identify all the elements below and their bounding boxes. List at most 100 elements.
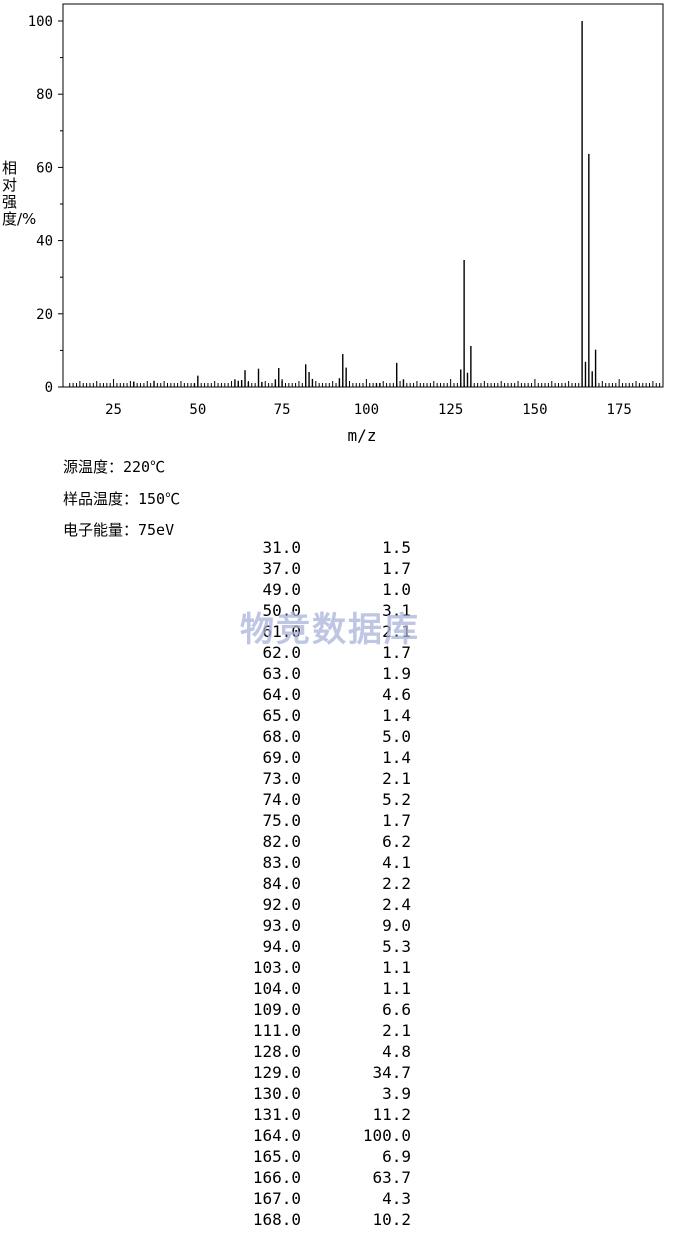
peak-mz: 168.0 xyxy=(252,1210,301,1229)
x-tick-label: 100 xyxy=(354,402,379,418)
peak-abundance: 4.6 xyxy=(382,685,411,704)
peak-mz: 166.0 xyxy=(252,1168,301,1187)
peak-mz: 103.0 xyxy=(252,958,301,977)
peak-abundance: 1.7 xyxy=(382,811,411,830)
peak-mz: 109.0 xyxy=(252,1000,301,1019)
peak-table: 31.0 1.5 37.0 1.7 49.0 1.0 50.0 3.1 61.0 2.1 62.0 1… xyxy=(230,537,411,1230)
table-row: 74.0 5.2 xyxy=(230,789,411,810)
peak-mz: 104.0 xyxy=(252,979,301,998)
table-row: 93.0 9.0 xyxy=(230,915,411,936)
peak-mz: 111.0 xyxy=(252,1021,301,1040)
peak-mz: 62.0 xyxy=(262,643,301,662)
table-row: 111.0 2.1 xyxy=(230,1020,411,1041)
peak-abundance: 3.1 xyxy=(382,601,411,620)
table-row: 109.0 6.6 xyxy=(230,999,411,1020)
x-tick-label: 75 xyxy=(274,402,291,418)
peak-abundance: 11.2 xyxy=(372,1105,411,1124)
table-row: 165.0 6.9 xyxy=(230,1146,411,1167)
y-axis-label: 相对强度/% xyxy=(2,159,37,228)
peak-abundance: 4.8 xyxy=(382,1042,411,1061)
peak-mz: 74.0 xyxy=(262,790,301,809)
table-row: 73.0 2.1 xyxy=(230,768,411,789)
peak-abundance: 1.7 xyxy=(382,559,411,578)
peak-mz: 63.0 xyxy=(262,664,301,683)
table-row: 50.0 3.1 xyxy=(230,600,411,621)
table-row: 84.0 2.2 xyxy=(230,873,411,894)
peak-abundance: 4.1 xyxy=(382,853,411,872)
peak-mz: 75.0 xyxy=(262,811,301,830)
peak-mz: 93.0 xyxy=(262,916,301,935)
table-row: 61.0 2.1 xyxy=(230,621,411,642)
peak-abundance: 34.7 xyxy=(372,1063,411,1082)
y-tick-label: 60 xyxy=(36,160,53,176)
y-tick-label: 40 xyxy=(36,234,53,250)
table-row: 130.0 3.9 xyxy=(230,1083,411,1104)
y-axis-ticks: 0 20 40 60 80 100 xyxy=(28,14,63,396)
table-row: 83.0 4.1 xyxy=(230,852,411,873)
peak-mz: 94.0 xyxy=(262,937,301,956)
table-row: 62.0 1.7 xyxy=(230,642,411,663)
peak-abundance: 2.1 xyxy=(382,622,411,641)
peak-mz: 69.0 xyxy=(262,748,301,767)
peak-mz: 129.0 xyxy=(252,1063,301,1082)
x-tick-label: 25 xyxy=(105,402,122,418)
peak-mz: 130.0 xyxy=(252,1084,301,1103)
peak-abundance: 6.2 xyxy=(382,832,411,851)
peak-mz: 164.0 xyxy=(252,1126,301,1145)
peak-mz: 64.0 xyxy=(262,685,301,704)
table-row: 131.0 11.2 xyxy=(230,1104,411,1125)
x-tick-label: 50 xyxy=(189,402,206,418)
peak-abundance: 10.2 xyxy=(372,1210,411,1229)
peak-mz: 31.0 xyxy=(262,538,301,557)
table-row: 82.0 6.2 xyxy=(230,831,411,852)
source-temperature: 源温度：220℃ xyxy=(63,458,166,476)
table-row: 64.0 4.6 xyxy=(230,684,411,705)
peak-abundance: 1.0 xyxy=(382,580,411,599)
peak-abundance: 9.0 xyxy=(382,916,411,935)
peak-abundance: 1.4 xyxy=(382,706,411,725)
peak-abundance: 1.7 xyxy=(382,643,411,662)
sample-temperature: 样品温度：150℃ xyxy=(63,490,181,508)
x-axis-label: m/z xyxy=(348,426,377,445)
watermark: 物竞数据库 xyxy=(240,610,420,650)
electron-energy: 电子能量：75eV xyxy=(63,521,175,539)
peak-abundance: 1.1 xyxy=(382,958,411,977)
plot-frame xyxy=(62,3,664,388)
table-row: 103.0 1.1 xyxy=(230,957,411,978)
peak-abundance: 100.0 xyxy=(362,1126,411,1145)
table-row: 92.0 2.4 xyxy=(230,894,411,915)
peak-mz: 73.0 xyxy=(262,769,301,788)
table-row: 94.0 5.3 xyxy=(230,936,411,957)
x-tick-label: 125 xyxy=(438,402,463,418)
peak-abundance: 63.7 xyxy=(372,1168,411,1187)
table-row: 31.0 1.5 xyxy=(230,537,411,558)
table-row: 63.0 1.9 xyxy=(230,663,411,684)
y-tick-label: 80 xyxy=(36,87,53,103)
table-row: 167.0 4.3 xyxy=(230,1188,411,1209)
table-row: 65.0 1.4 xyxy=(230,705,411,726)
x-tick-label: 175 xyxy=(607,402,632,418)
y-tick-label: 20 xyxy=(36,307,53,323)
table-row: 49.0 1.0 xyxy=(230,579,411,600)
table-row: 168.0 10.2 xyxy=(230,1209,411,1230)
peak-abundance: 2.1 xyxy=(382,769,411,788)
peak-mz: 49.0 xyxy=(262,580,301,599)
peak-mz: 50.0 xyxy=(262,601,301,620)
peak-mz: 83.0 xyxy=(262,853,301,872)
peak-abundance: 5.2 xyxy=(382,790,411,809)
peak-abundance: 5.0 xyxy=(382,727,411,746)
peak-abundance: 3.9 xyxy=(382,1084,411,1103)
peak-mz: 92.0 xyxy=(262,895,301,914)
table-row: 129.0 34.7 xyxy=(230,1062,411,1083)
peak-abundance: 6.6 xyxy=(382,1000,411,1019)
x-axis-ticks: 25 50 75 100 125 150 175 xyxy=(105,402,632,418)
spectrum-peaks xyxy=(133,21,597,387)
x-minor-ticks xyxy=(69,379,661,387)
peak-mz: 61.0 xyxy=(262,622,301,641)
peak-mz: 165.0 xyxy=(252,1147,301,1166)
peak-mz: 128.0 xyxy=(252,1042,301,1061)
peak-mz: 84.0 xyxy=(262,874,301,893)
table-row: 104.0 1.1 xyxy=(230,978,411,999)
table-row: 68.0 5.0 xyxy=(230,726,411,747)
peak-abundance: 5.3 xyxy=(382,937,411,956)
